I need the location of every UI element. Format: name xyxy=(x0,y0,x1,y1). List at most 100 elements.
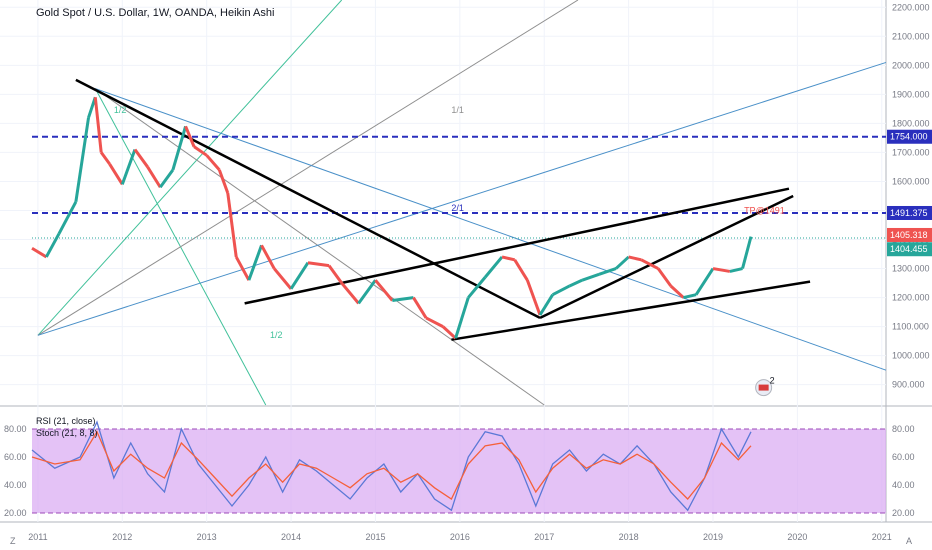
drawing-overlays: TP@1491 1/2 1/1 2/1 1/2 2 xyxy=(32,0,887,406)
channel-line xyxy=(37,61,887,336)
price-segment xyxy=(171,125,188,171)
price-segment xyxy=(551,284,571,297)
indicator-pane xyxy=(31,420,886,514)
price-segment xyxy=(273,267,293,290)
price-segment xyxy=(184,125,196,148)
flag-icon-stripe xyxy=(758,384,769,391)
price-segment xyxy=(467,276,487,299)
price-series xyxy=(31,96,753,340)
y-tick-label: 1700.000 xyxy=(892,147,930,157)
price-tag xyxy=(887,242,932,257)
price-segment xyxy=(74,117,91,202)
annotation: 1/2 xyxy=(114,105,127,115)
annotation: 1/1 xyxy=(451,105,464,115)
annotation: 2/1 xyxy=(451,203,464,213)
x-tick-label: 2016 xyxy=(450,532,470,542)
ind-y-tick-right: 40.00 xyxy=(892,480,915,490)
y-tick-label: 2100.000 xyxy=(892,31,930,41)
trend-line xyxy=(539,194,794,320)
trend-line xyxy=(451,280,811,341)
ind-y-tick-right: 80.00 xyxy=(892,424,915,434)
price-tag-label: 1404.455 xyxy=(890,244,928,254)
annotation: TP@1491 xyxy=(744,205,785,215)
price-segment xyxy=(133,148,149,168)
price-segment xyxy=(226,192,238,258)
price-segment xyxy=(412,296,428,319)
x-tick-label: 2014 xyxy=(281,532,301,542)
rsi-legend: RSI (21, close) xyxy=(36,416,96,426)
x-tick-label: 2019 xyxy=(703,532,723,542)
trend-line xyxy=(244,187,790,305)
y-tick-label: 1200.000 xyxy=(892,293,930,303)
x-tick-label: 2017 xyxy=(534,532,554,542)
price-segment xyxy=(581,272,600,282)
channel-line xyxy=(95,88,887,371)
y-tick-label: 1100.000 xyxy=(892,322,929,332)
price-segment xyxy=(441,325,457,340)
price-segment xyxy=(729,267,743,273)
price-segment xyxy=(392,296,414,302)
y-tick-label: 2000.000 xyxy=(892,60,930,70)
price-segment xyxy=(640,258,659,270)
price-segment xyxy=(694,267,715,296)
level-tag xyxy=(887,129,932,144)
price-segment xyxy=(669,284,685,299)
x-tick-label: 2013 xyxy=(197,532,217,542)
level-label: 1754.000 xyxy=(890,132,928,142)
price-tag xyxy=(887,227,932,242)
price-segment xyxy=(159,168,175,189)
y-tick-label: 1800.000 xyxy=(892,118,930,128)
price-tag-label: 1405.318 xyxy=(890,230,928,240)
price-segment xyxy=(357,279,377,305)
price-segment xyxy=(340,282,360,305)
y-tick-label: 1900.000 xyxy=(892,89,930,99)
ind-y-tick-left: 20.00 xyxy=(4,508,27,518)
price-segment xyxy=(45,232,61,258)
price-segment xyxy=(513,259,529,281)
ind-y-tick-left: 40.00 xyxy=(4,480,27,490)
price-segment xyxy=(712,267,731,273)
corner-label-z[interactable]: Z xyxy=(10,536,16,546)
price-segment xyxy=(260,244,276,270)
price-segment xyxy=(31,246,48,259)
price-segment xyxy=(598,267,617,276)
fan-line xyxy=(37,0,343,336)
x-tick-label: 2015 xyxy=(365,532,385,542)
price-segment xyxy=(484,255,504,279)
price-segment xyxy=(501,255,516,262)
price-segment xyxy=(628,255,642,262)
price-segment xyxy=(538,293,554,316)
price-labels: 1754.000 1491.375 1405.318 1404.455 xyxy=(887,129,932,257)
x-tick-label: 2012 xyxy=(112,532,132,542)
y-tick-label: 1600.000 xyxy=(892,176,930,186)
ind-y-tick-left: 60.00 xyxy=(4,452,27,462)
price-segment xyxy=(425,316,444,328)
price-segment xyxy=(683,293,697,300)
price-segment xyxy=(120,149,137,185)
stoch-legend: Stoch (21, 8, 8) xyxy=(36,428,98,438)
x-tick-label: 2020 xyxy=(787,532,807,542)
y-tick-label: 1000.000 xyxy=(892,351,930,361)
price-segment xyxy=(234,256,251,281)
ind-y-tick-right: 20.00 xyxy=(892,508,915,518)
x-tick-label: 2021 xyxy=(872,532,892,542)
level-tag xyxy=(887,205,932,220)
price-segment xyxy=(374,279,394,302)
price-segment xyxy=(289,261,310,290)
price-segment xyxy=(307,261,330,268)
price-segment xyxy=(454,297,470,339)
price-segment xyxy=(327,264,343,284)
y-tick-label: 1300.000 xyxy=(892,264,930,274)
price-segment xyxy=(99,151,111,165)
indicator-line-stoch xyxy=(31,430,752,500)
ind-y-tick-right: 60.00 xyxy=(892,452,915,462)
corner-label-a[interactable]: A xyxy=(906,536,913,546)
annotation: 1/2 xyxy=(270,330,283,340)
price-segment xyxy=(217,169,230,194)
price-segment xyxy=(525,279,542,316)
y-tick-label: 900.000 xyxy=(892,380,925,390)
indicator-line-rsi xyxy=(31,420,752,512)
price-segment xyxy=(656,267,673,287)
ind-y-tick-left: 80.00 xyxy=(4,424,27,434)
